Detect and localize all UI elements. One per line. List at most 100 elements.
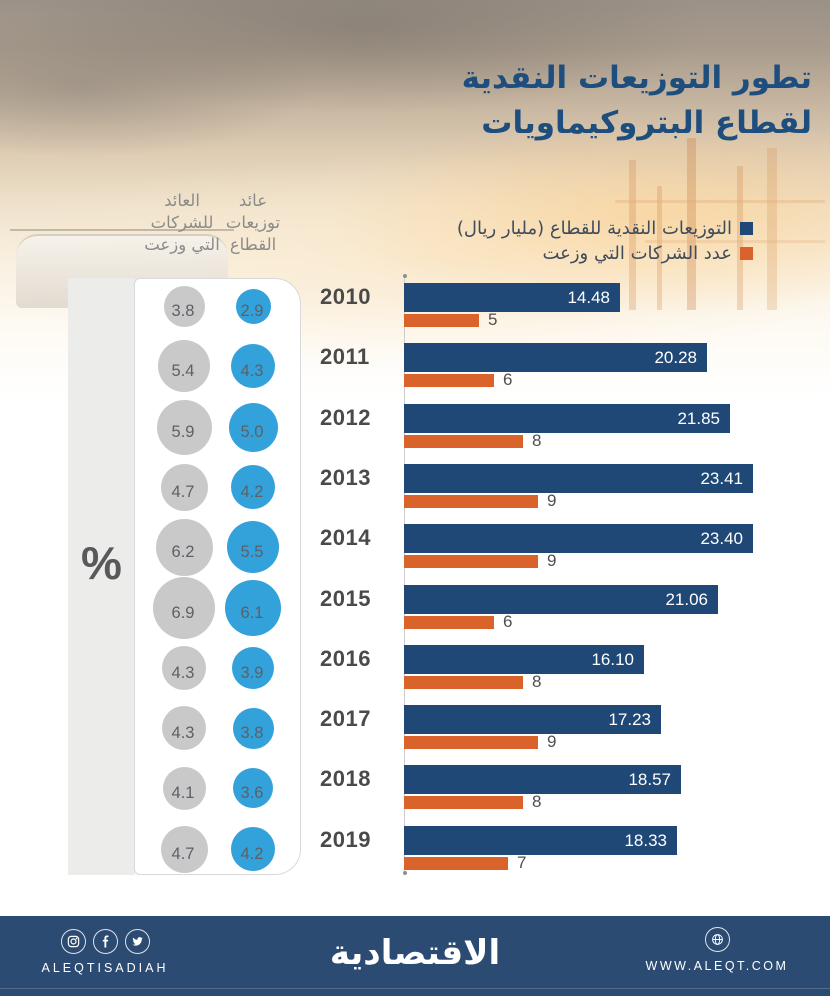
year-label: 2015 <box>320 586 371 611</box>
sector-yield-circle-value: 5.5 <box>240 542 264 561</box>
sector-yield-circle: 4.2 <box>231 465 275 509</box>
legend-swatch-navy <box>740 222 753 235</box>
companies-bar <box>404 435 523 448</box>
distribution-value-label: 18.33 <box>624 830 667 850</box>
companies-value-label: 7 <box>517 853 527 872</box>
sector-yield-circle-value: 4.3 <box>240 361 264 380</box>
sector-yield-circle: 4.2 <box>231 827 275 871</box>
companies-yield-circle: 4.3 <box>162 706 206 750</box>
companies-yield-circle: 4.7 <box>160 463 208 511</box>
companies-yield-circle-value: 4.7 <box>171 844 195 863</box>
distribution-bar: 16.10 <box>404 645 644 674</box>
sector-yield-circle: 4.3 <box>231 344 275 388</box>
companies-bar <box>404 616 494 629</box>
distribution-value-label: 21.06 <box>665 589 708 609</box>
distribution-bar: 18.57 <box>404 765 681 794</box>
sector-yield-circle-value: 2.9 <box>240 301 264 320</box>
sector-yield-circle-value: 4.2 <box>240 844 264 863</box>
companies-bar <box>404 555 538 568</box>
companies-yield-circle: 5.9 <box>156 399 212 455</box>
page-title-line1: تطور التوزيعات النقدية <box>461 60 812 96</box>
legend-label: التوزيعات النقدية للقطاع (مليار ريال) <box>456 218 732 239</box>
axis-top-dot <box>403 274 407 278</box>
companies-bar <box>404 676 523 689</box>
companies-yield-circle-value: 4.7 <box>171 482 195 501</box>
companies-value-label: 8 <box>532 672 542 691</box>
footer-brand-latin: ALEQTISADIAH <box>41 961 169 975</box>
year-label: 2012 <box>320 405 371 430</box>
twitter-icon[interactable] <box>124 929 150 954</box>
companies-yield-circle: 5.4 <box>158 340 210 392</box>
footer-website-block: WWW.ALEQT.COM <box>637 927 797 973</box>
globe-icon[interactable] <box>704 927 730 952</box>
column-header-sector-yield: عائد توزيعات القطاع <box>225 191 281 254</box>
year-label: 2019 <box>320 827 371 852</box>
distribution-bar: 18.33 <box>404 826 677 855</box>
sector-yield-circle: 5.5 <box>227 521 279 573</box>
page-title: تطور التوزيعات النقدية لقطاع البتروكيماو… <box>462 56 812 146</box>
companies-value-label: 8 <box>532 792 542 811</box>
year-label: 2016 <box>320 646 371 671</box>
distribution-bar: 23.41 <box>404 464 753 493</box>
companies-bar <box>404 796 523 809</box>
companies-yield-circle-value: 4.3 <box>171 723 195 742</box>
distribution-bar: 21.85 <box>404 404 730 433</box>
facebook-icon[interactable] <box>92 929 118 954</box>
year-label: 2013 <box>320 465 371 490</box>
sector-yield-circle: 5.0 <box>228 402 278 452</box>
companies-value-label: 9 <box>547 551 557 570</box>
axis-bottom-dot <box>403 871 407 875</box>
companies-yield-circle-value: 6.2 <box>171 542 195 561</box>
distribution-value-label: 17.23 <box>608 709 651 729</box>
sector-yield-circle-value: 3.9 <box>240 663 264 682</box>
companies-yield-circle: 6.9 <box>153 577 215 639</box>
companies-yield-circle-value: 5.9 <box>171 422 195 441</box>
footer-website-url[interactable]: WWW.ALEQT.COM <box>645 959 789 973</box>
companies-yield-circle-value: 3.8 <box>171 301 195 320</box>
companies-value-label: 5 <box>488 310 498 329</box>
legend-swatch-orange <box>740 247 753 260</box>
footer-bar: ALEQTISADIAH الاقتصادية WWW.ALEQT.COM <box>0 916 830 996</box>
companies-yield-circle: 6.2 <box>155 518 213 576</box>
sector-yield-circle: 3.6 <box>233 768 273 808</box>
sector-yield-circle-value: 6.1 <box>240 603 264 622</box>
percent-strip <box>68 278 135 875</box>
chart-legend: التوزيعات النقدية للقطاع (مليار ريال) عد… <box>457 216 753 266</box>
companies-bar <box>404 374 494 387</box>
year-label: 2017 <box>320 706 371 731</box>
distribution-value-label: 23.41 <box>700 468 743 488</box>
year-label: 2014 <box>320 525 371 550</box>
distribution-bar: 17.23 <box>404 705 661 734</box>
legend-item-companies: عدد الشركات التي وزعت <box>457 241 753 266</box>
footer-social-block: ALEQTISADIAH <box>40 929 170 975</box>
sector-yield-circle-value: 3.6 <box>240 783 264 802</box>
year-label: 2018 <box>320 766 371 791</box>
companies-bar <box>404 736 538 749</box>
companies-value-label: 9 <box>547 491 557 510</box>
distribution-value-label: 20.28 <box>654 347 697 367</box>
companies-yield-circle-value: 4.1 <box>171 783 195 802</box>
companies-yield-circle: 4.7 <box>160 825 208 873</box>
companies-yield-circle-value: 5.4 <box>171 361 195 380</box>
sector-yield-circle: 3.8 <box>232 707 274 749</box>
companies-yield-circle-value: 6.9 <box>171 603 195 622</box>
companies-yield-circle: 4.3 <box>162 646 206 690</box>
sector-yield-circle-value: 5.0 <box>240 422 264 441</box>
industrial-towers-silhouette <box>615 138 830 313</box>
companies-yield-circle-value: 4.3 <box>171 663 195 682</box>
instagram-icon[interactable] <box>60 929 86 954</box>
distribution-bar: 21.06 <box>404 585 718 614</box>
sector-yield-circle: 3.9 <box>232 647 274 689</box>
percent-unit-label: % <box>81 537 122 589</box>
column-header-companies-yield: العائد للشركات التي وزعت <box>144 191 220 254</box>
distribution-bar: 20.28 <box>404 343 707 372</box>
companies-value-label: 9 <box>547 732 557 751</box>
distribution-bar: 23.40 <box>404 524 753 553</box>
companies-value-label: 8 <box>532 431 542 450</box>
sector-yield-circle-value: 4.2 <box>240 482 264 501</box>
companies-bar <box>404 495 538 508</box>
distribution-value-label: 18.57 <box>628 769 671 789</box>
footer-logo-arabic: الاقتصادية <box>329 933 501 973</box>
sector-yield-circle-value: 3.8 <box>240 723 264 742</box>
